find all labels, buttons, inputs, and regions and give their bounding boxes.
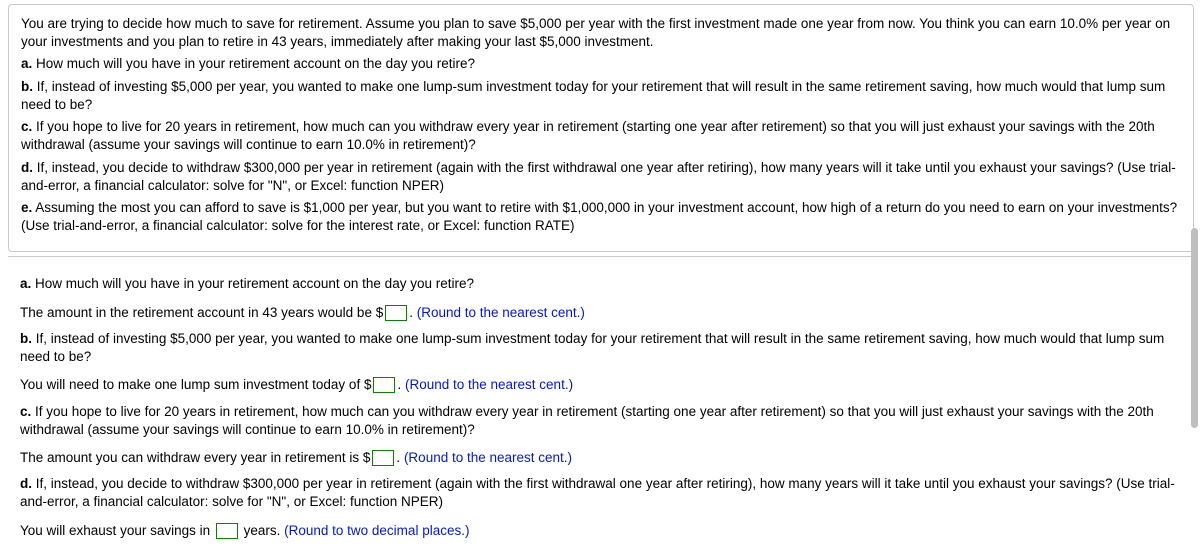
answer-c-input[interactable]: [372, 450, 394, 466]
answer-d-question: d. If, instead, you decide to withdraw $…: [20, 475, 1182, 511]
answer-a-question: a. How much will you have in your retire…: [20, 275, 1182, 293]
answer-a-line: The amount in the retirement account in …: [20, 304, 1182, 322]
answer-c-post: .: [396, 450, 404, 465]
answer-a-label: a.: [20, 276, 31, 291]
answer-a-qtext: How much will you have in your retiremen…: [31, 276, 474, 291]
answer-b-post: .: [397, 377, 405, 392]
part-d-label: d.: [21, 160, 33, 175]
answer-a-input[interactable]: [385, 305, 407, 321]
part-b-label: b.: [21, 79, 33, 94]
part-d-text: If, instead, you decide to withdraw $300…: [21, 160, 1176, 193]
answer-d-post: years.: [240, 523, 284, 538]
answer-b-hint: (Round to the nearest cent.): [405, 377, 573, 392]
answer-c-line: The amount you can withdraw every year i…: [20, 449, 1182, 467]
answer-c-qtext: If you hope to live for 20 years in reti…: [20, 404, 1154, 437]
answer-d-qtext: If, instead, you decide to withdraw $300…: [20, 476, 1175, 509]
answer-c-hint: (Round to the nearest cent.): [404, 450, 572, 465]
problem-part-e: e. Assuming the most you can afford to s…: [21, 199, 1181, 235]
problem-part-a: a. How much will you have in your retire…: [21, 55, 1181, 73]
answer-b-qtext: If, instead of investing $5,000 per year…: [20, 331, 1164, 364]
problem-intro: You are trying to decide how much to sav…: [21, 15, 1181, 51]
answer-area: a. How much will you have in your retire…: [8, 256, 1194, 555]
part-e-text: Assuming the most you can afford to save…: [21, 200, 1177, 233]
part-c-text: If you hope to live for 20 years in reti…: [21, 119, 1155, 152]
answer-d-input[interactable]: [216, 523, 238, 539]
answer-a-post: .: [409, 305, 417, 320]
part-e-label: e.: [21, 200, 32, 215]
problem-part-c: c. If you hope to live for 20 years in r…: [21, 118, 1181, 154]
part-c-label: c.: [21, 119, 32, 134]
answer-a-hint: (Round to the nearest cent.): [417, 305, 585, 320]
answer-b-label: b.: [20, 331, 32, 346]
answer-b-question: b. If, instead of investing $5,000 per y…: [20, 330, 1182, 366]
answer-c-label: c.: [20, 404, 31, 419]
part-b-text: If, instead of investing $5,000 per year…: [21, 79, 1165, 112]
answer-b-line: You will need to make one lump sum inves…: [20, 376, 1182, 394]
answer-b-input[interactable]: [373, 377, 395, 393]
problem-statement-box: You are trying to decide how much to sav…: [8, 4, 1194, 252]
answer-d-label: d.: [20, 476, 32, 491]
answer-b-pre: You will need to make one lump sum inves…: [20, 377, 371, 392]
scrollbar-thumb[interactable]: [1191, 228, 1198, 428]
answer-d-line: You will exhaust your savings in years. …: [20, 522, 1182, 540]
answer-d-hint: (Round to two decimal places.): [284, 523, 469, 538]
problem-part-b: b. If, instead of investing $5,000 per y…: [21, 78, 1181, 114]
answer-c-question: c. If you hope to live for 20 years in r…: [20, 403, 1182, 439]
answer-a-pre: The amount in the retirement account in …: [20, 305, 383, 320]
answer-c-pre: The amount you can withdraw every year i…: [20, 450, 370, 465]
part-a-label: a.: [21, 56, 32, 71]
part-a-text: How much will you have in your retiremen…: [32, 56, 475, 71]
answer-d-pre: You will exhaust your savings in: [20, 523, 214, 538]
problem-part-d: d. If, instead, you decide to withdraw $…: [21, 159, 1181, 195]
